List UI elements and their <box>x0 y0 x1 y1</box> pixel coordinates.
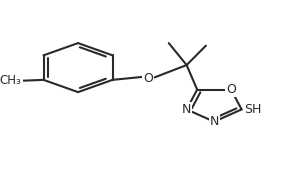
Text: N: N <box>182 103 191 116</box>
Text: N: N <box>209 115 219 128</box>
Text: O: O <box>226 83 236 96</box>
Text: CH₃: CH₃ <box>0 74 21 87</box>
Text: O: O <box>143 72 153 85</box>
Text: SH: SH <box>244 103 262 116</box>
